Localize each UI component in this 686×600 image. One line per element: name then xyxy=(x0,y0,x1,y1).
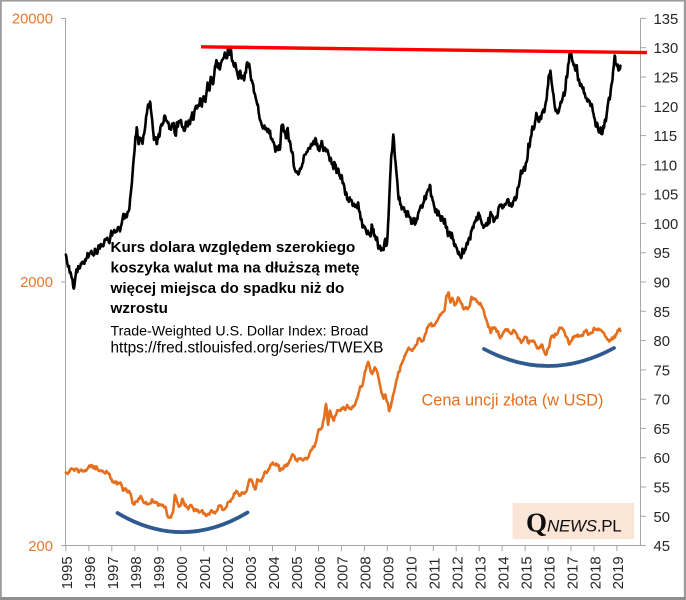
svg-text:95: 95 xyxy=(654,246,670,262)
svg-text:60: 60 xyxy=(654,451,670,467)
svg-text:2011: 2011 xyxy=(428,557,444,589)
svg-text:2006: 2006 xyxy=(313,556,329,589)
svg-text:125: 125 xyxy=(654,71,679,87)
svg-text:Cena uncji złota (w USD): Cena uncji złota (w USD) xyxy=(422,392,604,410)
svg-text:2000: 2000 xyxy=(175,556,191,589)
svg-text:Kurs dolara względem szerokieg: Kurs dolara względem szerokiego xyxy=(111,239,356,256)
svg-text:2012: 2012 xyxy=(451,556,467,589)
svg-text:20000: 20000 xyxy=(12,12,53,28)
svg-text:115: 115 xyxy=(654,129,678,145)
svg-text:1998: 1998 xyxy=(129,556,145,589)
svg-text:75: 75 xyxy=(654,363,670,379)
svg-text:2019: 2019 xyxy=(611,556,627,589)
svg-text:wzrostu: wzrostu xyxy=(110,300,168,317)
svg-text:więcej miejsca do spadku niż d: więcej miejsca do spadku niż do xyxy=(110,280,345,297)
svg-text:200: 200 xyxy=(28,539,53,555)
svg-text:130: 130 xyxy=(654,41,679,57)
svg-text:45: 45 xyxy=(654,539,670,555)
svg-text:2014: 2014 xyxy=(496,556,512,589)
svg-text:2005: 2005 xyxy=(290,556,306,589)
svg-text:https://fred.stlouisfed.org/se: https://fred.stlouisfed.org/series/TWEXB xyxy=(111,339,384,356)
svg-text:2010: 2010 xyxy=(405,556,421,589)
svg-text:2009: 2009 xyxy=(382,556,398,589)
svg-text:100: 100 xyxy=(654,217,679,233)
svg-text:85: 85 xyxy=(654,305,670,321)
svg-text:55: 55 xyxy=(654,481,670,497)
svg-text:2018: 2018 xyxy=(588,556,604,589)
svg-text:2015: 2015 xyxy=(519,556,535,589)
svg-text:2016: 2016 xyxy=(542,556,558,589)
svg-text:2008: 2008 xyxy=(359,556,375,589)
svg-text:1995: 1995 xyxy=(60,556,76,589)
svg-text:2001: 2001 xyxy=(198,556,214,589)
svg-text:1997: 1997 xyxy=(106,556,122,589)
svg-text:65: 65 xyxy=(654,422,670,438)
svg-text:110: 110 xyxy=(654,158,678,174)
svg-text:koszyka walut ma na dłuższą me: koszyka walut ma na dłuższą metę xyxy=(111,259,360,276)
svg-text:1999: 1999 xyxy=(152,556,168,589)
svg-text:2004: 2004 xyxy=(267,556,283,589)
svg-text:135: 135 xyxy=(654,12,679,28)
svg-text:2013: 2013 xyxy=(474,556,490,589)
svg-text:80: 80 xyxy=(654,334,670,350)
svg-text:2017: 2017 xyxy=(565,556,581,589)
svg-text:120: 120 xyxy=(654,100,679,116)
svg-text:2007: 2007 xyxy=(336,556,352,589)
svg-text:Trade-Weighted U.S. Dollar Ind: Trade-Weighted U.S. Dollar Index: Broad xyxy=(111,324,369,340)
svg-text:90: 90 xyxy=(654,276,670,292)
svg-text:50: 50 xyxy=(654,510,670,526)
svg-text:1996: 1996 xyxy=(83,556,99,589)
svg-text:70: 70 xyxy=(654,393,670,409)
svg-text:2003: 2003 xyxy=(244,556,260,589)
svg-text:2000: 2000 xyxy=(20,275,53,291)
svg-text:2002: 2002 xyxy=(221,556,237,589)
svg-text:105: 105 xyxy=(654,188,679,204)
svg-text:QNEWS.PL: QNEWS.PL xyxy=(526,508,621,538)
